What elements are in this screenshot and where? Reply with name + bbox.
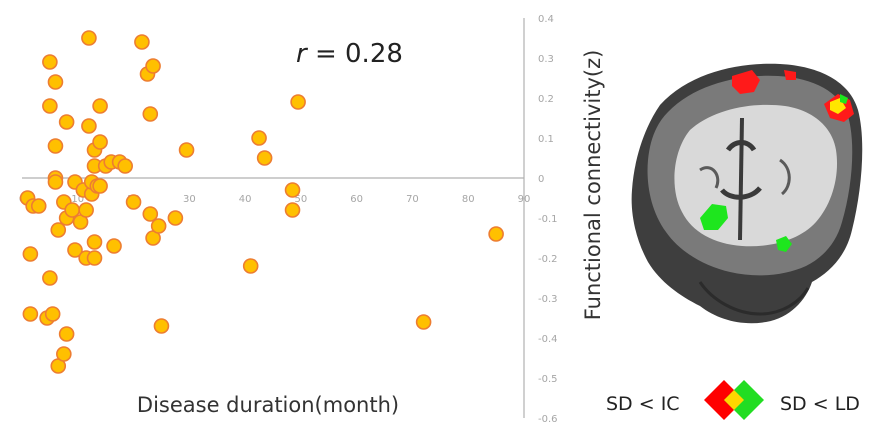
y-tick-label: 0.1 bbox=[538, 134, 554, 145]
data-point bbox=[81, 118, 97, 134]
data-point bbox=[30, 198, 47, 214]
data-point bbox=[67, 242, 83, 258]
data-point bbox=[58, 114, 75, 130]
x-tick-label: 70 bbox=[406, 194, 419, 205]
data-point bbox=[251, 130, 267, 146]
data-point bbox=[92, 98, 108, 114]
data-point bbox=[47, 174, 64, 190]
data-point bbox=[488, 226, 504, 242]
correlation-value: = 0.28 bbox=[307, 39, 403, 69]
x-axis-title: Disease duration(month) bbox=[137, 393, 399, 417]
data-point bbox=[415, 314, 432, 330]
data-point bbox=[44, 306, 61, 322]
data-point bbox=[81, 30, 97, 46]
data-point bbox=[256, 150, 273, 166]
data-points bbox=[19, 30, 504, 374]
x-tick-label: 90 bbox=[518, 194, 531, 205]
y-tick-label: -0.3 bbox=[538, 294, 558, 305]
data-point bbox=[178, 142, 195, 158]
y-tick-label: -0.5 bbox=[538, 374, 558, 385]
legend-left-label: SD < IC bbox=[606, 393, 680, 415]
data-point bbox=[86, 234, 103, 250]
data-point bbox=[22, 306, 39, 322]
data-point bbox=[86, 250, 103, 266]
data-point bbox=[58, 326, 75, 342]
data-point bbox=[42, 98, 58, 114]
data-point bbox=[134, 34, 150, 50]
data-point bbox=[242, 258, 259, 274]
data-point bbox=[92, 134, 108, 150]
legend-right-label: SD < LD bbox=[780, 393, 860, 415]
data-point bbox=[78, 202, 94, 218]
x-tick-label: 50 bbox=[295, 194, 308, 205]
data-point bbox=[106, 238, 122, 254]
y-tick-label: -0.1 bbox=[538, 214, 558, 225]
correlation-annotation: r = 0.28 bbox=[296, 39, 403, 69]
correlation-symbol: r bbox=[296, 39, 309, 69]
data-point bbox=[142, 106, 159, 122]
y-tick-label: 0 bbox=[538, 174, 544, 185]
legend-diamond-icon bbox=[704, 380, 764, 420]
y-tick-label: -0.6 bbox=[538, 414, 558, 425]
data-point bbox=[284, 182, 301, 198]
data-point bbox=[42, 54, 58, 70]
data-point bbox=[92, 178, 108, 194]
x-tick-label: 30 bbox=[183, 194, 196, 205]
data-point bbox=[64, 202, 80, 218]
x-tick-label: 80 bbox=[462, 194, 475, 205]
y-tick-label: -0.2 bbox=[538, 254, 558, 265]
y-tick-label: 0.2 bbox=[538, 94, 554, 105]
data-point bbox=[56, 346, 72, 362]
data-point bbox=[42, 270, 58, 286]
x-tick-label: 60 bbox=[350, 194, 363, 205]
y-axis-title: Functional connectivity(z) bbox=[581, 50, 605, 321]
data-point bbox=[22, 246, 39, 262]
data-point bbox=[153, 318, 170, 334]
y-tick-label: 0.3 bbox=[538, 54, 554, 65]
brain-slice-icon bbox=[631, 63, 863, 324]
data-point bbox=[142, 206, 159, 222]
data-point bbox=[284, 202, 301, 218]
x-tick-label: 40 bbox=[239, 194, 252, 205]
data-point bbox=[117, 158, 133, 174]
data-point bbox=[150, 218, 167, 234]
data-point bbox=[50, 222, 67, 238]
data-point bbox=[47, 74, 64, 90]
data-point bbox=[145, 58, 161, 74]
data-point bbox=[47, 138, 64, 154]
data-point bbox=[125, 194, 142, 210]
x-tick-label: 10 bbox=[71, 194, 84, 205]
y-tick-labels: 0.4 0.3 0.2 0.1 0 -0.1 -0.2 -0.3 -0.4 -0.5 -0.6 bbox=[538, 14, 558, 425]
y-tick-label: -0.4 bbox=[538, 334, 558, 345]
data-point bbox=[167, 210, 184, 226]
y-tick-label: 0.4 bbox=[538, 14, 554, 25]
data-point bbox=[290, 94, 306, 110]
